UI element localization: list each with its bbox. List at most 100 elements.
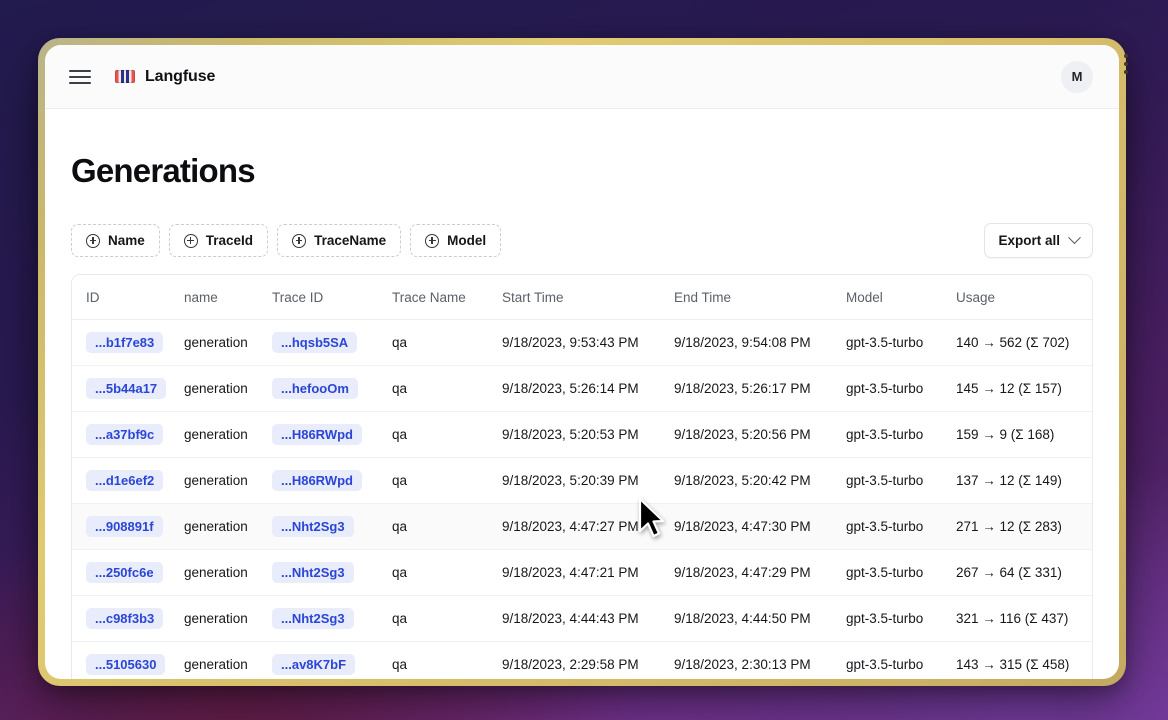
cell-start-time: 9/18/2023, 5:26:14 PM xyxy=(502,365,674,412)
hamburger-line xyxy=(69,69,91,72)
cell-trace-id: ...H86RWpd xyxy=(272,457,392,504)
filter-chip-tracename[interactable]: TraceName xyxy=(277,224,402,257)
window-edge-dots xyxy=(1122,54,1131,74)
cell-start-time: 9/18/2023, 4:44:43 PM xyxy=(502,595,674,642)
id-badge-link[interactable]: ...250fc6e xyxy=(86,562,163,583)
cell-model: gpt-3.5-turbo xyxy=(846,411,956,458)
langfuse-logo-icon xyxy=(115,70,135,83)
cell-name: generation xyxy=(184,319,272,366)
cell-id: ...a37bf9c xyxy=(72,411,184,458)
table-body: ...b1f7e83 generation ...hqsb5SA qa 9/18/202… xyxy=(72,319,1092,679)
cell-trace-name: qa xyxy=(392,503,502,550)
cell-model: gpt-3.5-turbo xyxy=(846,595,956,642)
cell-usage: 271 → 12 (Σ 283) xyxy=(956,503,1092,550)
trace-id-badge-link[interactable]: ...Nht2Sg3 xyxy=(272,608,354,629)
cell-model: gpt-3.5-turbo xyxy=(846,503,956,550)
trace-id-badge-link[interactable]: ...hqsb5SA xyxy=(272,332,358,353)
cell-trace-name: qa xyxy=(392,365,502,412)
hamburger-line xyxy=(69,81,91,84)
trace-id-badge-link[interactable]: ...H86RWpd xyxy=(272,470,362,491)
filter-toolbar: Name TraceId TraceName Model xyxy=(71,223,1093,258)
cell-name: generation xyxy=(184,641,272,679)
id-badge-link[interactable]: ...c98f3b3 xyxy=(86,608,164,629)
column-header-trace-name[interactable]: Trace Name xyxy=(392,275,502,320)
cell-id: ...b1f7e83 xyxy=(72,319,184,366)
trace-id-badge-link[interactable]: ...Nht2Sg3 xyxy=(272,562,354,583)
cell-usage: 321 → 116 (Σ 437) xyxy=(956,595,1092,642)
column-header-trace-id[interactable]: Trace ID xyxy=(272,275,392,320)
filter-chip-traceid[interactable]: TraceId xyxy=(168,224,269,257)
cell-trace-id: ...Nht2Sg3 xyxy=(272,595,392,642)
id-badge-link[interactable]: ...d1e6ef2 xyxy=(86,470,164,491)
top-navbar: Langfuse M xyxy=(45,45,1119,109)
trace-id-badge-link[interactable]: ...H86RWpd xyxy=(272,424,362,445)
filter-chip-label: TraceName xyxy=(314,233,387,248)
table-row[interactable]: ...5105630 generation ...av8K7bF qa 9/18/202… xyxy=(72,641,1092,679)
cell-usage: 159 → 9 (Σ 168) xyxy=(956,411,1092,458)
column-header-start-time[interactable]: Start Time xyxy=(502,275,674,320)
cell-end-time: 9/18/2023, 4:44:50 PM xyxy=(674,595,846,642)
export-all-button[interactable]: Export all xyxy=(984,223,1093,258)
cell-trace-id: ...Nht2Sg3 xyxy=(272,503,392,550)
filter-chip-list: Name TraceId TraceName Model xyxy=(71,224,502,257)
cell-trace-id: ...hefooOm xyxy=(272,365,392,412)
trace-id-badge-link[interactable]: ...hefooOm xyxy=(272,378,358,399)
hamburger-menu-icon[interactable] xyxy=(69,64,95,90)
column-header-name[interactable]: name xyxy=(184,275,272,320)
filter-chip-label: TraceId xyxy=(205,233,254,248)
id-badge-link[interactable]: ...5b44a17 xyxy=(86,378,167,399)
cell-name: generation xyxy=(184,503,272,550)
plus-circle-icon xyxy=(292,233,307,248)
table-header-row: ID name Trace ID Trace Name Start Time E… xyxy=(72,275,1092,320)
table-row[interactable]: ...b1f7e83 generation ...hqsb5SA qa 9/18/202… xyxy=(72,319,1092,366)
cell-name: generation xyxy=(184,595,272,642)
table-row[interactable]: ...908891f generation ...Nht2Sg3 qa 9/18/202… xyxy=(72,503,1092,550)
table-row[interactable]: ...d1e6ef2 generation ...H86RWpd qa 9/18/202… xyxy=(72,457,1092,504)
id-badge-link[interactable]: ...b1f7e83 xyxy=(86,332,164,353)
cell-trace-id: ...H86RWpd xyxy=(272,411,392,458)
cell-id: ...908891f xyxy=(72,503,184,550)
id-badge-link[interactable]: ...5105630 xyxy=(86,654,166,675)
column-header-model[interactable]: Model xyxy=(846,275,956,320)
cell-end-time: 9/18/2023, 2:30:13 PM xyxy=(674,641,846,679)
brand-logo-link[interactable]: Langfuse xyxy=(115,68,215,86)
app-window: Langfuse M Generations Name TraceId xyxy=(45,45,1119,679)
trace-id-badge-link[interactable]: ...Nht2Sg3 xyxy=(272,516,354,537)
cell-start-time: 9/18/2023, 4:47:27 PM xyxy=(502,503,674,550)
cell-trace-id: ...av8K7bF xyxy=(272,641,392,679)
table-row[interactable]: ...a37bf9c generation ...H86RWpd qa 9/18/202… xyxy=(72,411,1092,458)
table-head: ID name Trace ID Trace Name Start Time E… xyxy=(72,275,1092,320)
cell-model: gpt-3.5-turbo xyxy=(846,641,956,679)
id-badge-link[interactable]: ...908891f xyxy=(86,516,163,537)
filter-chip-model[interactable]: Model xyxy=(410,224,502,257)
column-header-usage[interactable]: Usage xyxy=(956,275,1092,320)
table-row[interactable]: ...250fc6e generation ...Nht2Sg3 qa 9/18/202… xyxy=(72,549,1092,596)
cell-start-time: 9/18/2023, 9:53:43 PM xyxy=(502,319,674,366)
cell-usage: 140 → 562 (Σ 702) xyxy=(956,319,1092,366)
cell-trace-name: qa xyxy=(392,595,502,642)
edge-dot xyxy=(1124,62,1128,66)
column-header-end-time[interactable]: End Time xyxy=(674,275,846,320)
cell-trace-name: qa xyxy=(392,549,502,596)
table-row[interactable]: ...5b44a17 generation ...hefooOm qa 9/18/202… xyxy=(72,365,1092,412)
cell-trace-name: qa xyxy=(392,641,502,679)
filter-chip-name[interactable]: Name xyxy=(71,224,160,257)
cell-end-time: 9/18/2023, 4:47:29 PM xyxy=(674,549,846,596)
trace-id-badge-link[interactable]: ...av8K7bF xyxy=(272,654,356,675)
cell-name: generation xyxy=(184,365,272,412)
id-badge-link[interactable]: ...a37bf9c xyxy=(86,424,164,445)
cell-trace-name: qa xyxy=(392,319,502,366)
table-row[interactable]: ...c98f3b3 generation ...Nht2Sg3 qa 9/18/202… xyxy=(72,595,1092,642)
cell-model: gpt-3.5-turbo xyxy=(846,365,956,412)
plus-circle-icon xyxy=(183,233,198,248)
cell-id: ...250fc6e xyxy=(72,549,184,596)
plus-circle-icon xyxy=(425,233,440,248)
cell-name: generation xyxy=(184,411,272,458)
cell-model: gpt-3.5-turbo xyxy=(846,319,956,366)
cell-usage: 143 → 315 (Σ 458) xyxy=(956,641,1092,679)
cell-end-time: 9/18/2023, 5:20:56 PM xyxy=(674,411,846,458)
avatar[interactable]: M xyxy=(1061,60,1093,93)
cell-trace-name: qa xyxy=(392,411,502,458)
column-header-id[interactable]: ID xyxy=(72,275,184,320)
cell-model: gpt-3.5-turbo xyxy=(846,549,956,596)
